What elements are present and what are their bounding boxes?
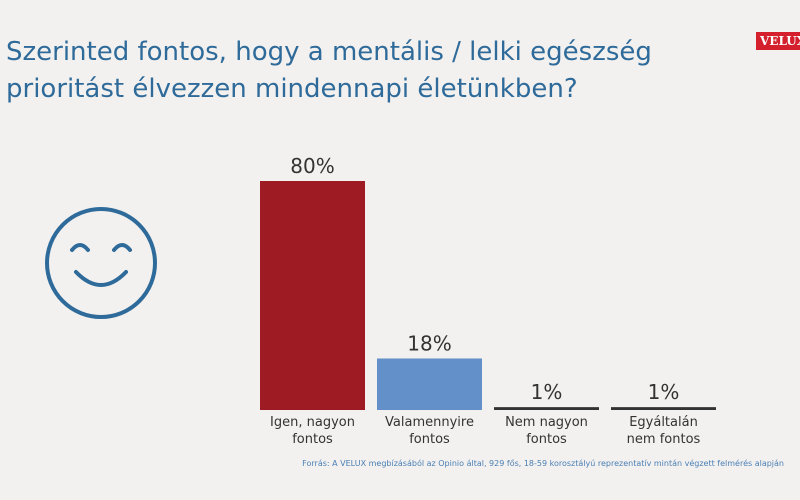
- bar: [377, 358, 482, 410]
- category-label: Valamennyire fontos: [385, 415, 474, 447]
- bar: [260, 181, 365, 410]
- logo: VELUX: [756, 32, 800, 50]
- source-note: Forrás: A VELUX megbízásából az Opinio á…: [302, 459, 784, 468]
- value-label: 1%: [648, 380, 680, 404]
- smiley-icon: [45, 207, 157, 319]
- value-label: 18%: [407, 331, 451, 355]
- bar: [494, 407, 599, 410]
- chart-title: Szerinted fontos, hogy a mentális / lelk…: [6, 37, 652, 104]
- value-label: 1%: [531, 380, 563, 404]
- category-label: Nem nagyon fontos: [505, 415, 588, 447]
- value-label: 80%: [290, 154, 334, 178]
- category-label: Egyáltalán nem fontos: [626, 415, 701, 447]
- bar: [611, 407, 716, 410]
- category-label: Igen, nagyon fontos: [270, 415, 355, 447]
